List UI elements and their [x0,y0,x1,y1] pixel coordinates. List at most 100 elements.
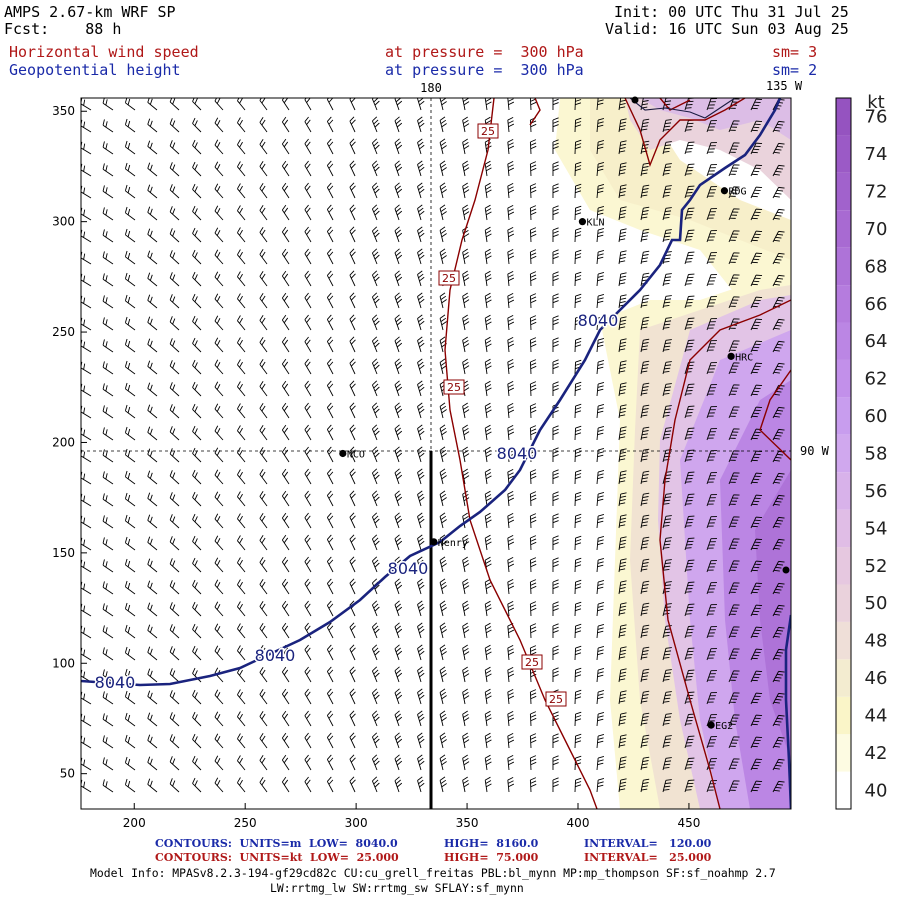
wind-barb [706,428,717,441]
wind-barb [371,270,380,287]
wind-barb [214,689,224,705]
wind-barb [417,512,425,529]
wind-barb [574,183,582,199]
wind-barb [552,579,559,595]
wind-barb [147,536,158,551]
colorbar-label: 66 [865,294,888,315]
wind-barb [706,98,717,111]
wind-barb [529,513,537,529]
plot-frame [80,97,792,810]
wind-barb [529,579,537,595]
wind-barb [394,622,403,639]
wind-barb [192,623,202,639]
wind-barb [147,162,158,177]
wind-barb [237,381,246,397]
y-tick-label: 200 [52,435,75,449]
wind-barb [706,362,717,375]
wind-barb [772,780,785,793]
wind-barb [552,227,559,243]
wind-barb [124,756,136,771]
wind-barb [281,688,290,705]
wind-barb [552,205,559,221]
wind-barb [706,692,717,705]
wind-barb [326,468,334,485]
wind-barb [371,380,380,397]
wind-barb [507,732,515,749]
wind-barb [439,556,447,573]
wind-barb [124,536,136,551]
wind-barb [237,359,246,375]
wind-barb [529,227,537,243]
wind-barb [417,754,425,771]
x-tick-label: 200 [123,816,146,830]
wind-barb [237,755,246,771]
wind-barb [640,624,650,639]
wind-barb [147,690,158,705]
wind-barb [507,424,515,441]
wind-barb [750,296,763,309]
wind-barb [417,160,425,177]
wind-barb [640,602,650,617]
wind-barb [102,141,114,155]
wind-barb [596,184,605,199]
wind-barb [281,710,290,727]
wind-barb [326,644,334,661]
wind-barb [349,248,356,265]
wind-barb [102,603,114,617]
wind-barb [728,120,740,133]
field1-smoothing: sm= 3 [772,43,818,61]
wind-barb [684,229,695,243]
wind-barb [507,226,515,243]
wind-barb [706,120,717,133]
wind-barb [507,116,515,133]
wind-barb [728,274,740,287]
x-tick-label: 450 [677,816,700,830]
shading-layer [81,98,791,809]
wind-barb [237,623,246,639]
wind-barb [484,182,492,199]
wind-barb [192,161,202,177]
wind-barb [618,206,627,221]
wind-barb [618,624,627,639]
wind-barb [462,116,470,133]
wind-barb [507,446,515,463]
wind-barb [147,272,158,287]
wind-barb [169,250,180,265]
wind-barb [326,666,334,683]
wind-barb [662,427,672,441]
wind-barb [371,446,380,463]
wind-barb [102,757,114,771]
wind-barb [662,163,672,177]
wind-barb [124,514,136,529]
wind-barb [237,777,246,793]
wind-barb [574,403,582,419]
wind-barb [326,336,334,353]
wind-barb [417,688,425,705]
wind-barb [349,182,356,199]
wind-barb [326,116,334,133]
wind-barb [237,579,246,595]
wind-barb [552,117,559,133]
wind-barb [192,535,202,551]
wind-barb [124,668,136,683]
wind-barb [214,491,224,507]
wind-barb [259,315,268,331]
wind-barb [574,645,582,661]
wind-barb [439,138,447,155]
wind-barb [618,360,627,375]
wind-barb [640,250,650,265]
wind-barb [662,295,672,309]
wind-barb [684,647,695,661]
colorbar-swatch [836,135,851,173]
wind-barb [169,140,180,155]
wind-barb [349,710,356,727]
wind-barb [281,424,290,441]
wind-barb [169,690,180,705]
wind-barb [484,226,492,243]
wind-barb [169,228,180,243]
wind-barb [507,292,515,309]
wind-barb [394,358,403,375]
wind-barb [326,754,334,771]
station-marker [727,352,735,360]
wind-barb [574,623,582,639]
